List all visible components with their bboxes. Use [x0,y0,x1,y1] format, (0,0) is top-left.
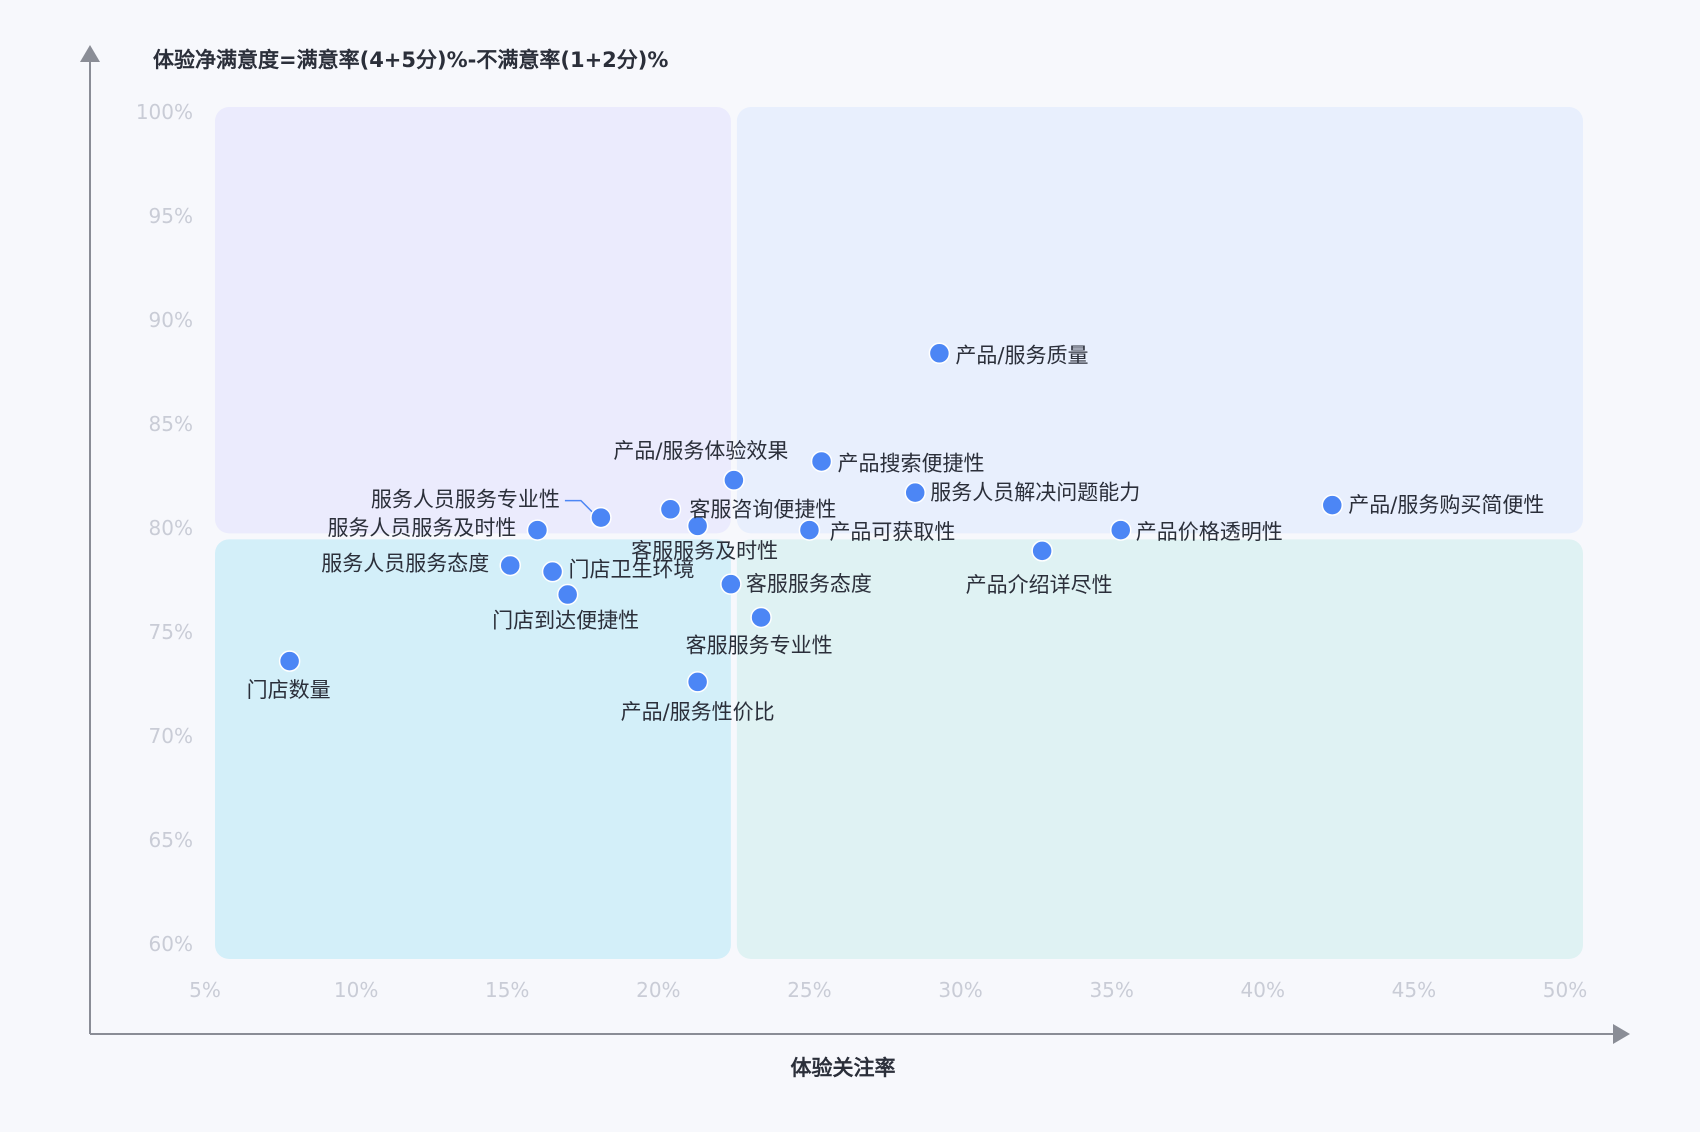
data-point-label: 服务人员服务态度 [321,551,489,575]
axes [80,45,1630,1044]
x-axis-title: 体验关注率 [791,1056,896,1080]
x-tick-label: 20% [636,978,680,1002]
quadrant-top-left [215,107,731,534]
quadrant-top-right [736,107,1583,534]
y-tick-label: 70% [149,724,193,748]
y-axis-title: 体验净满意度=满意率(4+5分)%-不满意率(1+2分)% [153,48,668,72]
data-point-label: 客服服务及时性 [631,539,778,563]
data-point-label: 门店到达便捷性 [492,609,639,633]
data-point[interactable] [526,519,549,541]
x-tick-label: 50% [1543,978,1587,1002]
data-point[interactable] [541,560,564,583]
data-point-label: 产品可获取性 [829,520,955,544]
data-point[interactable] [686,671,709,693]
data-point[interactable] [686,515,709,537]
y-tick-label: 85% [149,412,193,436]
data-point-label: 产品/服务性价比 [621,700,775,724]
x-axis-arrow [1613,1024,1630,1044]
data-point-label: 服务人员服务及时性 [327,516,516,540]
data-point-label: 服务人员解决问题能力 [930,481,1140,505]
data-point[interactable] [556,583,579,606]
quadrant-bottom-right [736,539,1583,959]
y-tick-label: 90% [149,308,193,332]
x-tick-label: 25% [787,978,831,1002]
data-point[interactable] [810,450,833,473]
data-point[interactable] [723,469,745,491]
data-point-label: 产品价格透明性 [1136,520,1283,544]
data-point-label: 产品/服务质量 [955,343,1088,367]
y-tick-label: 75% [149,620,193,644]
x-tick-label: 5% [189,978,221,1002]
y-tick-label: 95% [149,204,193,228]
leader-lines [564,499,594,514]
data-point-label: 产品/服务购买简便性 [1348,493,1544,517]
data-point[interactable] [499,554,521,577]
point-labels: 产品/服务购买简便性 产品/服务质量产品搜索便捷性服务人员解决问题能力产品价格透明… [247,343,1545,724]
y-axis-arrow [80,45,100,62]
data-point[interactable] [590,506,612,529]
data-point[interactable] [720,573,742,595]
data-point[interactable] [1109,519,1132,541]
quadrant-bottom-left [215,539,731,959]
label-leader-line [564,499,594,514]
tick-labels: 5% 10% 15% 20% 25% 30% 35% 40% 45% 50% 60% 65% 70% 75… [136,100,1587,1002]
x-tick-label: 15% [485,978,529,1002]
data-point-label: 客服服务态度 [746,572,872,596]
y-tick-label: 100% [136,100,193,124]
x-tick-label: 30% [938,978,982,1002]
data-point[interactable] [1031,540,1053,562]
y-tick-label: 65% [149,828,193,852]
data-point[interactable] [928,342,951,365]
data-point-label: 门店数量 [247,678,331,702]
data-point-label: 产品介绍详尽性 [966,573,1113,597]
data-point-label: 产品搜索便捷性 [838,451,985,475]
data-points [278,342,1344,693]
data-point-label: 产品/服务体验效果 [613,439,788,463]
data-point-label: 客服服务专业性 [686,633,833,657]
data-point[interactable] [904,481,926,504]
data-point[interactable] [750,606,772,629]
data-point-label: 门店卫生环境 [569,558,695,582]
y-tick-label: 60% [149,932,193,956]
x-tick-label: 35% [1089,978,1133,1002]
data-point[interactable] [1321,494,1344,516]
y-tick-label: 80% [149,516,193,540]
data-point-label: 客服咨询便捷性 [689,497,836,521]
data-point[interactable] [659,498,682,521]
x-tick-label: 45% [1392,978,1436,1002]
data-point[interactable] [798,519,821,541]
data-point-label: 服务人员服务专业性 [371,488,560,512]
data-point[interactable] [278,650,301,672]
quadrant-backgrounds [215,107,1583,959]
x-tick-label: 10% [334,978,378,1002]
x-tick-label: 40% [1241,978,1285,1002]
